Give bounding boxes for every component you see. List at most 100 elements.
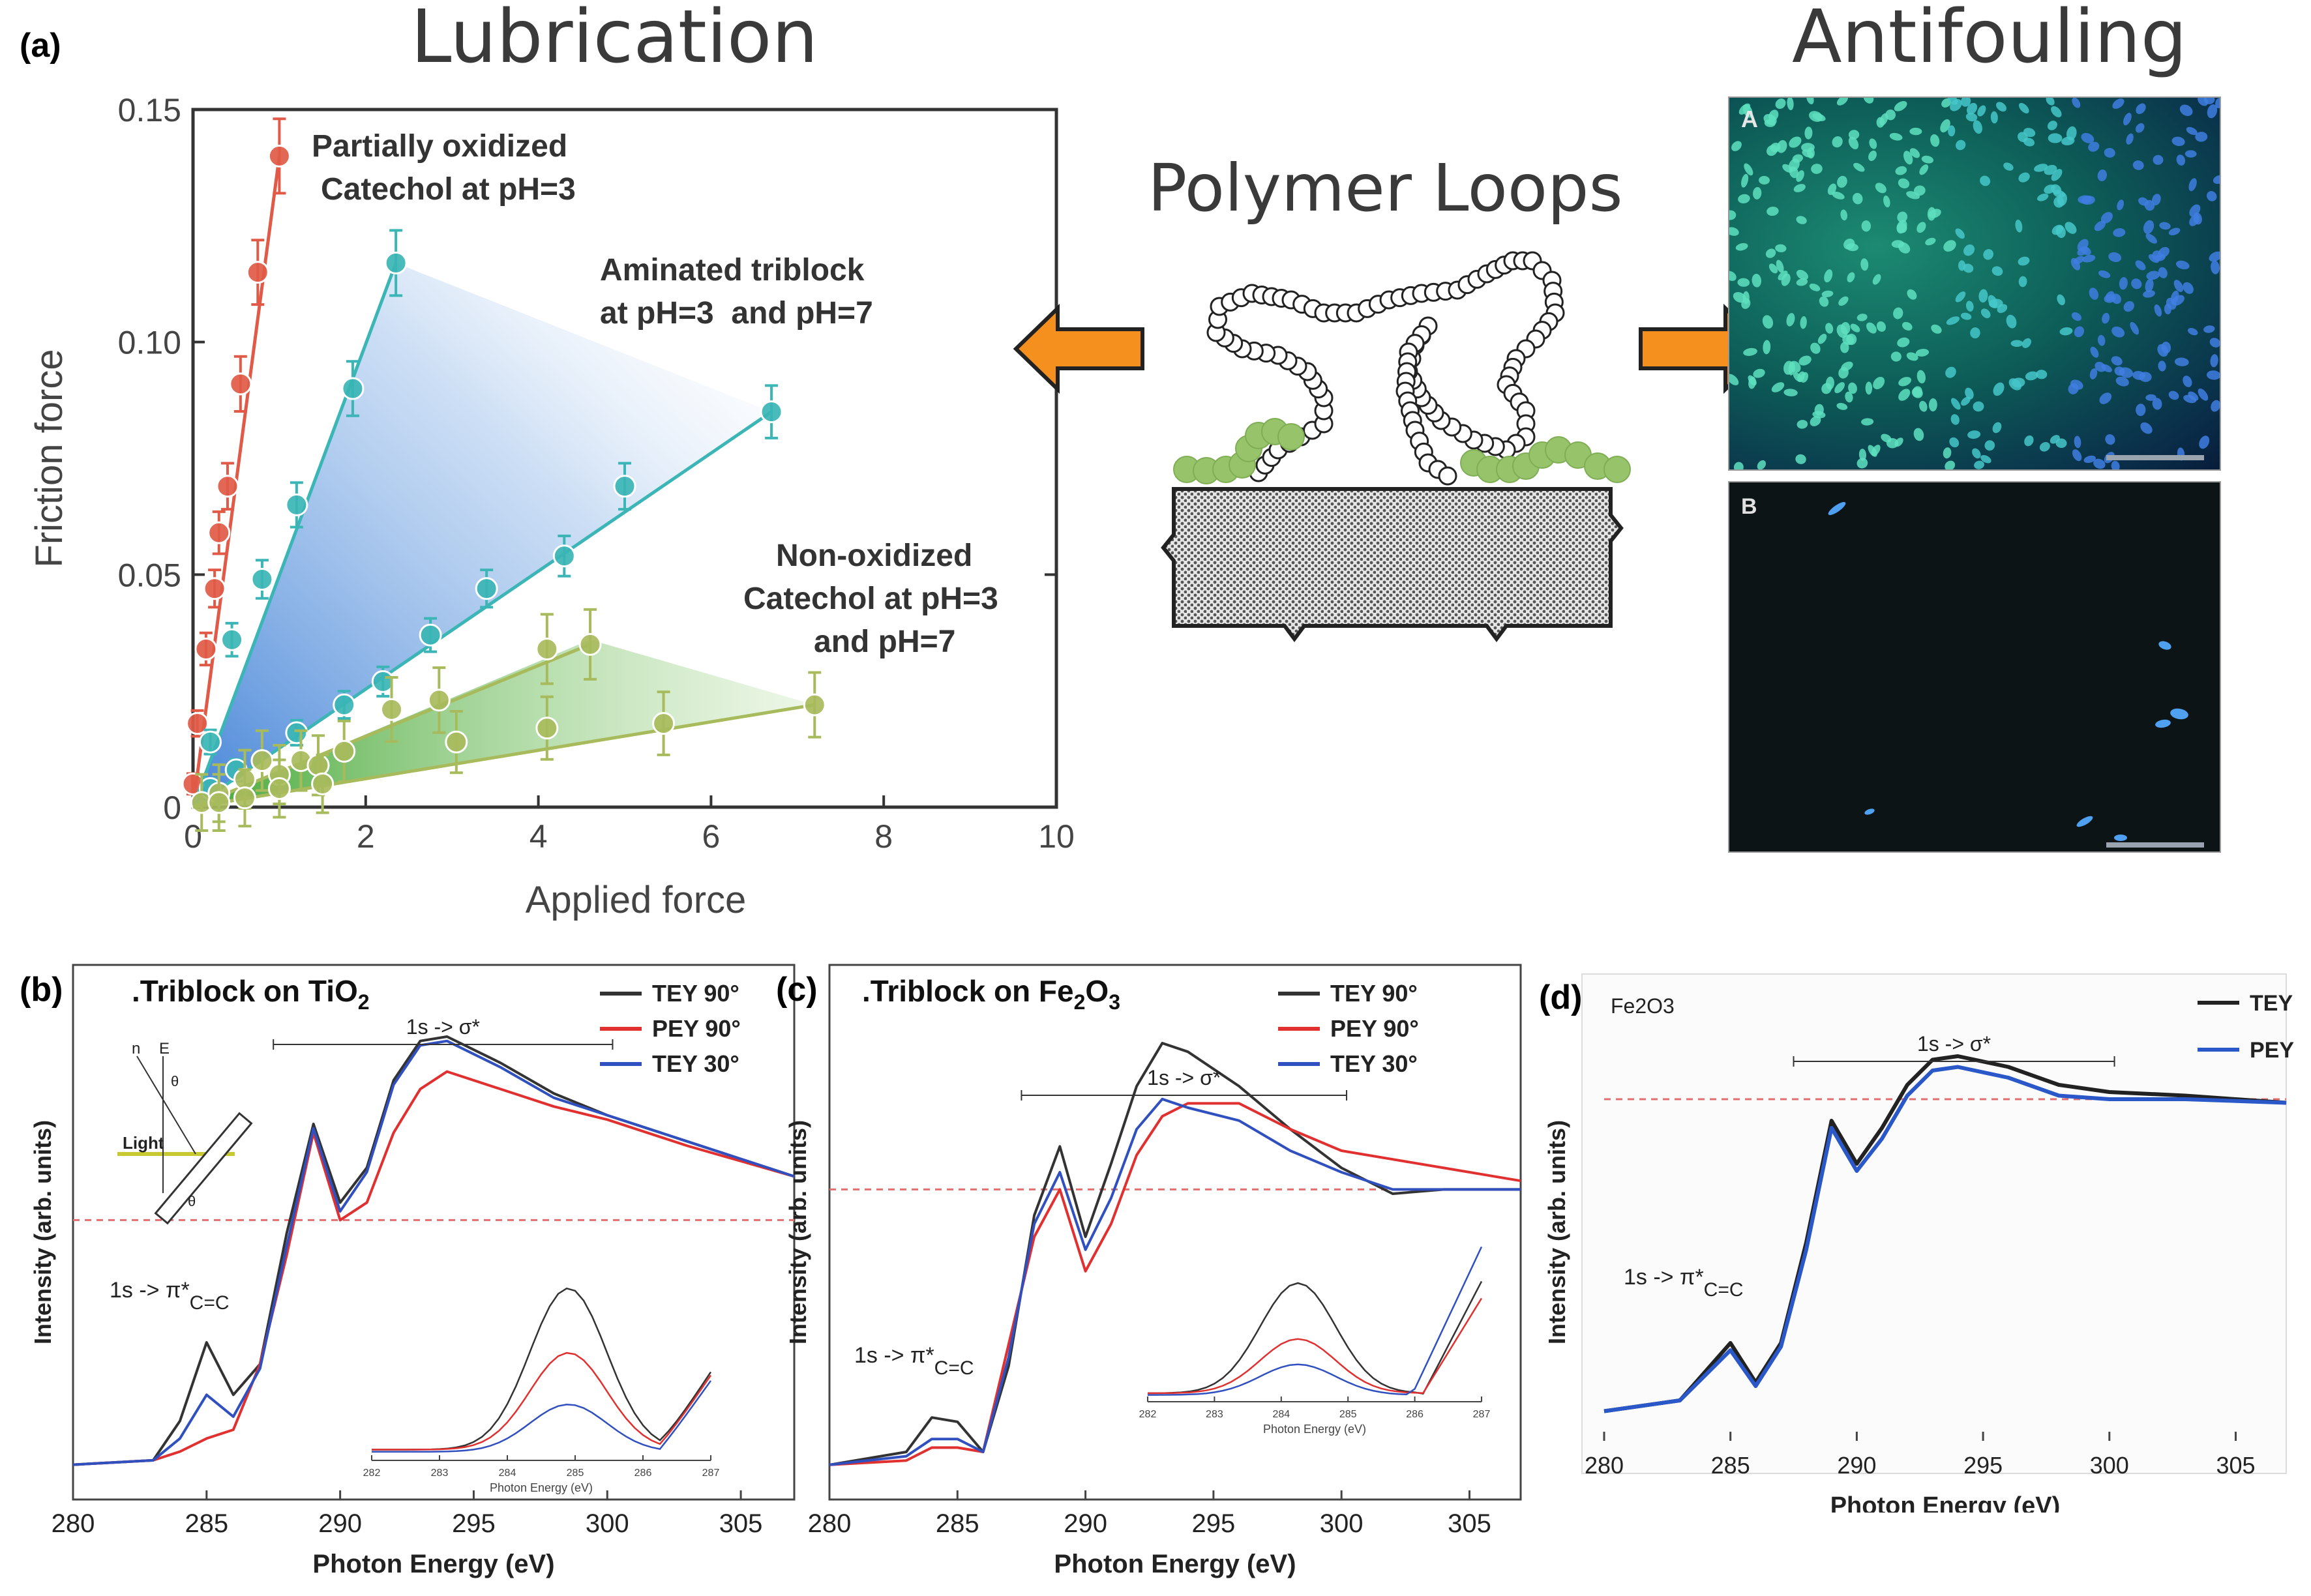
cell-nucleus [1868, 445, 1877, 457]
cell-nucleus [2051, 169, 2063, 181]
cell-nucleus [2051, 184, 2062, 195]
cell-nucleus [1828, 501, 1846, 516]
cell-nucleus [2003, 162, 2014, 171]
data-point [341, 377, 365, 400]
cell-nucleus [1775, 98, 1786, 109]
cell-nucleus [1748, 375, 1757, 386]
cell-nucleus [2105, 434, 2115, 445]
cell-nucleus [1897, 211, 1908, 223]
cell-nucleus [1742, 104, 1753, 118]
x-tick-label: 295 [452, 1509, 496, 1538]
cell-nucleus [2095, 361, 2106, 372]
cell-nucleus [2211, 400, 2220, 412]
cell-nucleus [1834, 382, 1845, 394]
sigma-annotation: 1s -> σ* [1147, 1066, 1221, 1089]
data-point [803, 693, 826, 717]
cell-nucleus [2068, 383, 2079, 394]
data-point [220, 628, 244, 651]
cell-nucleus [1958, 260, 1966, 271]
cell-nucleus [2083, 455, 2096, 464]
x-tick-label: 6 [702, 818, 720, 855]
data-point [285, 493, 308, 516]
x-tick-label: 305 [2216, 1452, 2255, 1479]
cell-nucleus [1913, 428, 1924, 441]
data-point [578, 632, 602, 656]
inset-tick-label: 283 [431, 1468, 449, 1479]
y-axis-label: Intensity (arb. units) [1545, 1120, 1570, 1344]
micrograph-a: A [1728, 96, 2221, 471]
cell-nucleus [1810, 416, 1821, 426]
cell-nucleus [1919, 400, 1928, 412]
cell-nucleus [1949, 437, 1960, 448]
cell-nucleus [2113, 228, 2126, 237]
cell-nucleus [1840, 342, 1849, 353]
data-point [311, 772, 335, 795]
cell-nucleus [1809, 283, 1821, 291]
cell-nucleus [1864, 808, 1875, 815]
cell-nucleus [2184, 150, 2197, 158]
cell-nucleus [1873, 376, 1885, 390]
spectrum-line [1603, 1054, 2287, 1413]
inset-x-label: Photon Energy (eV) [490, 1481, 593, 1494]
cell-nucleus [2059, 327, 2073, 336]
cell-nucleus [1948, 125, 1956, 137]
arrow-left-icon [1013, 303, 1144, 394]
annotation-aminated-ph: at pH=3 and pH=7 [600, 296, 873, 331]
cell-nucleus [2183, 394, 2197, 404]
cell-nucleus [1879, 113, 1888, 126]
spectrum-line [72, 1035, 795, 1466]
cell-nucleus [1812, 113, 1826, 121]
green-shaded-region [193, 640, 815, 807]
x-tick-label: 290 [1837, 1452, 1876, 1479]
x-tick-label: 10 [1038, 818, 1075, 855]
legend-label: PEY [2250, 1038, 2294, 1063]
cell-nucleus [2088, 141, 2100, 152]
cell-nucleus [1763, 113, 1777, 126]
inset-curve [1148, 1280, 1483, 1395]
cell-nucleus [2158, 267, 2168, 278]
inset-tick-label: 285 [1339, 1409, 1357, 1420]
cell-nucleus [2099, 392, 2112, 404]
cell-nucleus [2111, 326, 2125, 338]
cell-nucleus [2151, 194, 2161, 206]
blue-shaded-region [193, 263, 772, 807]
cell-nucleus [1993, 382, 2005, 396]
cell-nucleus [2037, 193, 2049, 201]
cell-nucleus [2018, 256, 2030, 266]
micrograph-b: B [1728, 481, 2221, 853]
cell-nucleus [1960, 312, 1972, 320]
cell-nucleus [1996, 102, 2006, 112]
cell-nucleus [1989, 299, 2003, 308]
friction-chart: 0 2 4 6 8 10 0 0.05 0.10 0.15 Applied force Frict… [28, 92, 1075, 921]
cell-nucleus [1776, 140, 1787, 153]
cell-nucleus [1945, 366, 1956, 378]
cell-nucleus [2051, 106, 2062, 117]
cell-nucleus [2170, 708, 2188, 720]
cell-nucleus [1916, 222, 1926, 233]
cell-nucleus [1797, 420, 1808, 429]
x-axis-label: Photon Energy (eV) [312, 1550, 554, 1578]
cell-nucleus [1810, 342, 1821, 354]
cell-nucleus [1955, 291, 1966, 303]
pi-annotation: 1s -> π*C=C [1624, 1265, 1744, 1301]
cell-nucleus [2168, 391, 2179, 400]
cell-nucleus [1863, 98, 1874, 104]
cell-nucleus [2074, 256, 2085, 265]
inset-x-label: Photon Energy (eV) [1263, 1423, 1366, 1436]
data-point [233, 786, 256, 810]
cell-nucleus [1812, 411, 1826, 419]
cell-nucleus [1883, 195, 1890, 208]
cell-nucleus [2055, 225, 2066, 239]
spectrum-line [829, 1102, 1521, 1466]
data-point [207, 521, 231, 544]
scale-bar-b [2106, 842, 2204, 848]
scale-bar-a [2106, 455, 2204, 460]
cell-nucleus [2189, 204, 2201, 217]
cell-nucleus [1838, 296, 1849, 306]
data-point [552, 544, 576, 568]
cell-nucleus [1946, 316, 1960, 325]
cell-nucleus [1909, 127, 1922, 136]
cell-nucleus [2146, 271, 2160, 280]
cell-nucleus [2207, 104, 2218, 119]
cell-nucleus [1848, 382, 1857, 394]
